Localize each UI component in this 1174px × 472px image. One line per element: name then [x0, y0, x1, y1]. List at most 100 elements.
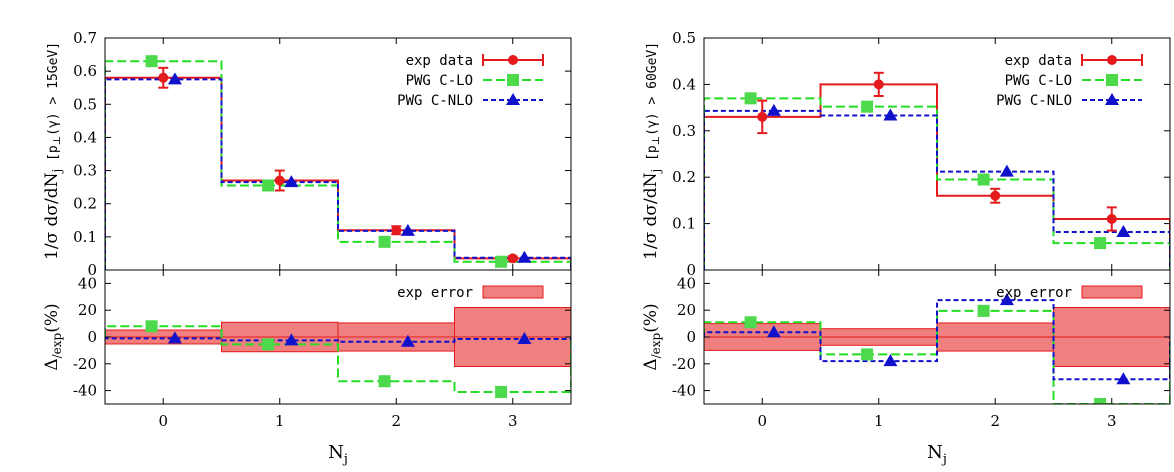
y-tick-label: 0.5 — [73, 95, 97, 113]
y-tick-label: 40 — [677, 274, 696, 292]
legend-swatch-band — [482, 285, 544, 299]
point-lo-1 — [861, 100, 874, 113]
y-tick-label: 0.2 — [73, 195, 97, 213]
point-exp-3 — [507, 253, 518, 264]
legend-marker-exp — [1107, 55, 1117, 65]
x-tick-label: 2 — [391, 412, 401, 430]
y-tick-label: 0.4 — [672, 75, 696, 93]
point-exp-0 — [757, 111, 768, 122]
y-tick-label: -20 — [672, 355, 696, 373]
x-axis-label: Nj — [927, 442, 947, 467]
y-tick-label: 0 — [87, 261, 97, 279]
y-tick-label: 40 — [78, 274, 97, 292]
x-tick-label: 3 — [508, 412, 518, 430]
y-tick-label: 0.6 — [73, 62, 97, 80]
point-nlo-2 — [999, 164, 1014, 177]
legend-marker-lo — [507, 74, 519, 86]
y-tick-label: 0.3 — [672, 122, 696, 140]
legend-label: PWG C-LO — [1005, 73, 1072, 89]
legend-label: exp error — [996, 285, 1072, 301]
x-tick-label: 1 — [275, 412, 285, 430]
point-lo-3 — [1094, 237, 1107, 250]
point-lo-2 — [378, 375, 391, 388]
point-nlo-0 — [167, 331, 182, 344]
y-tick-label: 0 — [686, 328, 696, 346]
point-exp-2 — [391, 225, 402, 236]
legend-marker-nlo — [506, 93, 520, 105]
y-tick-label: 0.7 — [73, 29, 97, 47]
point-lo-2 — [378, 235, 391, 248]
plot-area — [105, 307, 571, 398]
point-nlo-0 — [766, 103, 781, 116]
y-tick-label: 0.5 — [672, 29, 696, 47]
y-tick-label: 0.3 — [73, 162, 97, 180]
point-exp-1 — [873, 79, 884, 90]
y-tick-label: 0 — [686, 261, 696, 279]
point-nlo-1 — [883, 354, 898, 367]
step-line-nlo — [105, 337, 571, 343]
y-tick-label: 0.2 — [672, 168, 696, 186]
legend-label: PWG C-NLO — [397, 93, 473, 109]
point-nlo-1 — [284, 333, 299, 346]
point-lo-3 — [495, 255, 508, 268]
x-tick-label: 3 — [1107, 412, 1117, 430]
x-tick-label: 0 — [757, 412, 767, 430]
point-exp-0 — [158, 72, 169, 83]
y-tick-label: 20 — [677, 301, 696, 319]
y-tick-label: 20 — [78, 301, 97, 319]
y-tick-label: 0 — [87, 328, 97, 346]
legend-marker-exp — [508, 55, 518, 65]
x-axis-label: Nj — [328, 442, 348, 467]
point-lo-0 — [744, 316, 757, 329]
y-tick-label: -40 — [73, 382, 97, 400]
y-axis-label: Δ/exp(%) — [42, 303, 64, 370]
point-lo-3 — [1094, 398, 1107, 404]
legend-label: exp data — [406, 53, 473, 69]
point-nlo-0 — [766, 325, 781, 338]
legend-marker-lo — [1106, 74, 1118, 86]
point-exp-1 — [274, 175, 285, 186]
legend-marker-nlo — [1105, 93, 1119, 105]
legend-label: PWG C-NLO — [996, 93, 1072, 109]
y-tick-label: 0.1 — [672, 215, 696, 233]
point-lo-3 — [495, 385, 508, 398]
point-exp-2 — [990, 190, 1001, 201]
point-nlo-2 — [999, 293, 1014, 306]
y-axis-label: 1/σ dσ/dNj [p⊥(γ) > 15GeV] — [42, 42, 64, 260]
step-line-nlo — [704, 299, 1170, 381]
point-nlo-2 — [400, 334, 415, 347]
legend-swatch-band — [1081, 285, 1143, 299]
y-axis-label: 1/σ dσ/dNj [p⊥(γ) > 60GeV] — [641, 42, 663, 260]
y-tick-label: 0.1 — [73, 228, 97, 246]
point-nlo-1 — [883, 108, 898, 121]
point-lo-2 — [977, 304, 990, 317]
point-lo-2 — [977, 173, 990, 186]
panel-left-top: 0 0.1 0.2 0.3 0.4 0.5 0.6 0.7 exp data PWG C-LO PW… — [42, 29, 572, 279]
plot-area — [105, 55, 571, 270]
panel-right-bottom: 40 20 0 -20 -40 0 1 2 3 exp error Δ/exp(%) — [641, 269, 1171, 430]
point-nlo-2 — [400, 223, 415, 236]
y-tick-label: -20 — [73, 355, 97, 373]
point-nlo-1 — [284, 175, 299, 188]
point-nlo-3 — [517, 250, 532, 263]
legend-label: exp error — [397, 285, 473, 301]
step-line-lo — [704, 309, 1170, 404]
step-line-lo — [105, 325, 571, 393]
panel-right-top: 0 0.1 0.2 0.3 0.4 0.5 exp data PWG C-LO PWG C-NL… — [641, 29, 1171, 279]
point-nlo-0 — [167, 72, 182, 85]
point-exp-3 — [1106, 213, 1117, 224]
y-axis-label: Δ/exp(%) — [641, 303, 663, 370]
x-tick-label: 1 — [874, 412, 884, 430]
point-nlo-3 — [1116, 224, 1131, 237]
legend-label: exp data — [1005, 53, 1072, 69]
point-lo-1 — [861, 348, 874, 361]
step-line-exp — [105, 76, 571, 270]
point-lo-0 — [744, 92, 757, 105]
x-tick-label: 2 — [990, 412, 1000, 430]
point-lo-1 — [262, 338, 275, 351]
point-lo-0 — [145, 55, 158, 68]
legend-label: PWG C-LO — [406, 73, 473, 89]
y-tick-label: -40 — [672, 382, 696, 400]
step-line-lo — [105, 60, 571, 270]
